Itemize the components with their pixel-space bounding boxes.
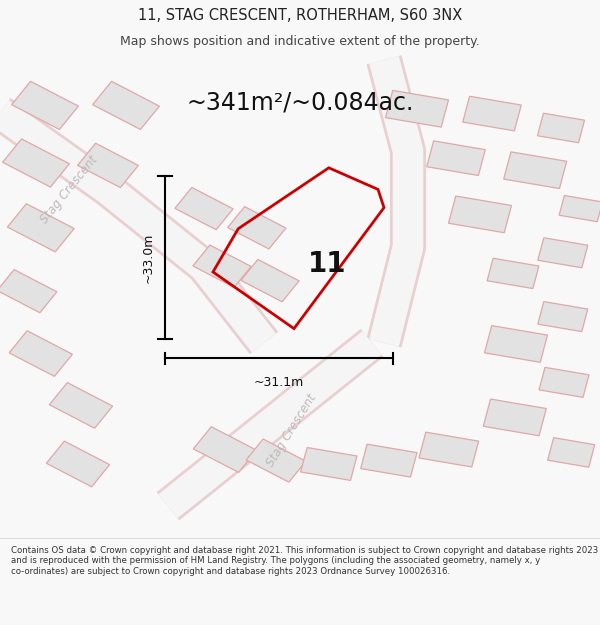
Polygon shape [548,438,595,468]
Polygon shape [92,81,160,129]
Text: Stag Crescent: Stag Crescent [263,392,319,469]
Polygon shape [0,269,57,312]
Polygon shape [227,207,286,249]
Text: ~33.0m: ~33.0m [142,232,155,282]
Polygon shape [539,368,589,398]
Polygon shape [427,141,485,176]
Polygon shape [538,113,584,142]
Polygon shape [175,188,233,230]
Text: Stag Crescent: Stag Crescent [38,153,100,226]
Text: Contains OS data © Crown copyright and database right 2021. This information is : Contains OS data © Crown copyright and d… [11,546,598,576]
Polygon shape [77,143,139,188]
Polygon shape [538,302,588,332]
Polygon shape [2,139,70,187]
Polygon shape [246,439,306,482]
Polygon shape [7,204,74,252]
Polygon shape [46,441,110,487]
Polygon shape [487,258,539,289]
Text: Map shows position and indicative extent of the property.: Map shows position and indicative extent… [120,35,480,48]
Polygon shape [193,427,257,472]
Polygon shape [504,152,566,189]
Polygon shape [241,259,299,302]
Polygon shape [419,432,479,467]
Polygon shape [559,196,600,222]
Text: ~31.1m: ~31.1m [254,376,304,389]
Polygon shape [484,399,546,436]
Polygon shape [193,245,251,288]
Polygon shape [449,196,511,232]
Polygon shape [538,238,588,268]
Text: 11: 11 [308,250,346,278]
Polygon shape [361,444,417,477]
Polygon shape [11,81,79,129]
Text: 11, STAG CRESCENT, ROTHERHAM, S60 3NX: 11, STAG CRESCENT, ROTHERHAM, S60 3NX [138,8,462,23]
Polygon shape [49,382,113,428]
Polygon shape [301,448,357,481]
Text: ~341m²/~0.084ac.: ~341m²/~0.084ac. [187,91,413,115]
Polygon shape [386,91,448,127]
Polygon shape [463,96,521,131]
Polygon shape [9,331,73,376]
Polygon shape [485,326,547,362]
